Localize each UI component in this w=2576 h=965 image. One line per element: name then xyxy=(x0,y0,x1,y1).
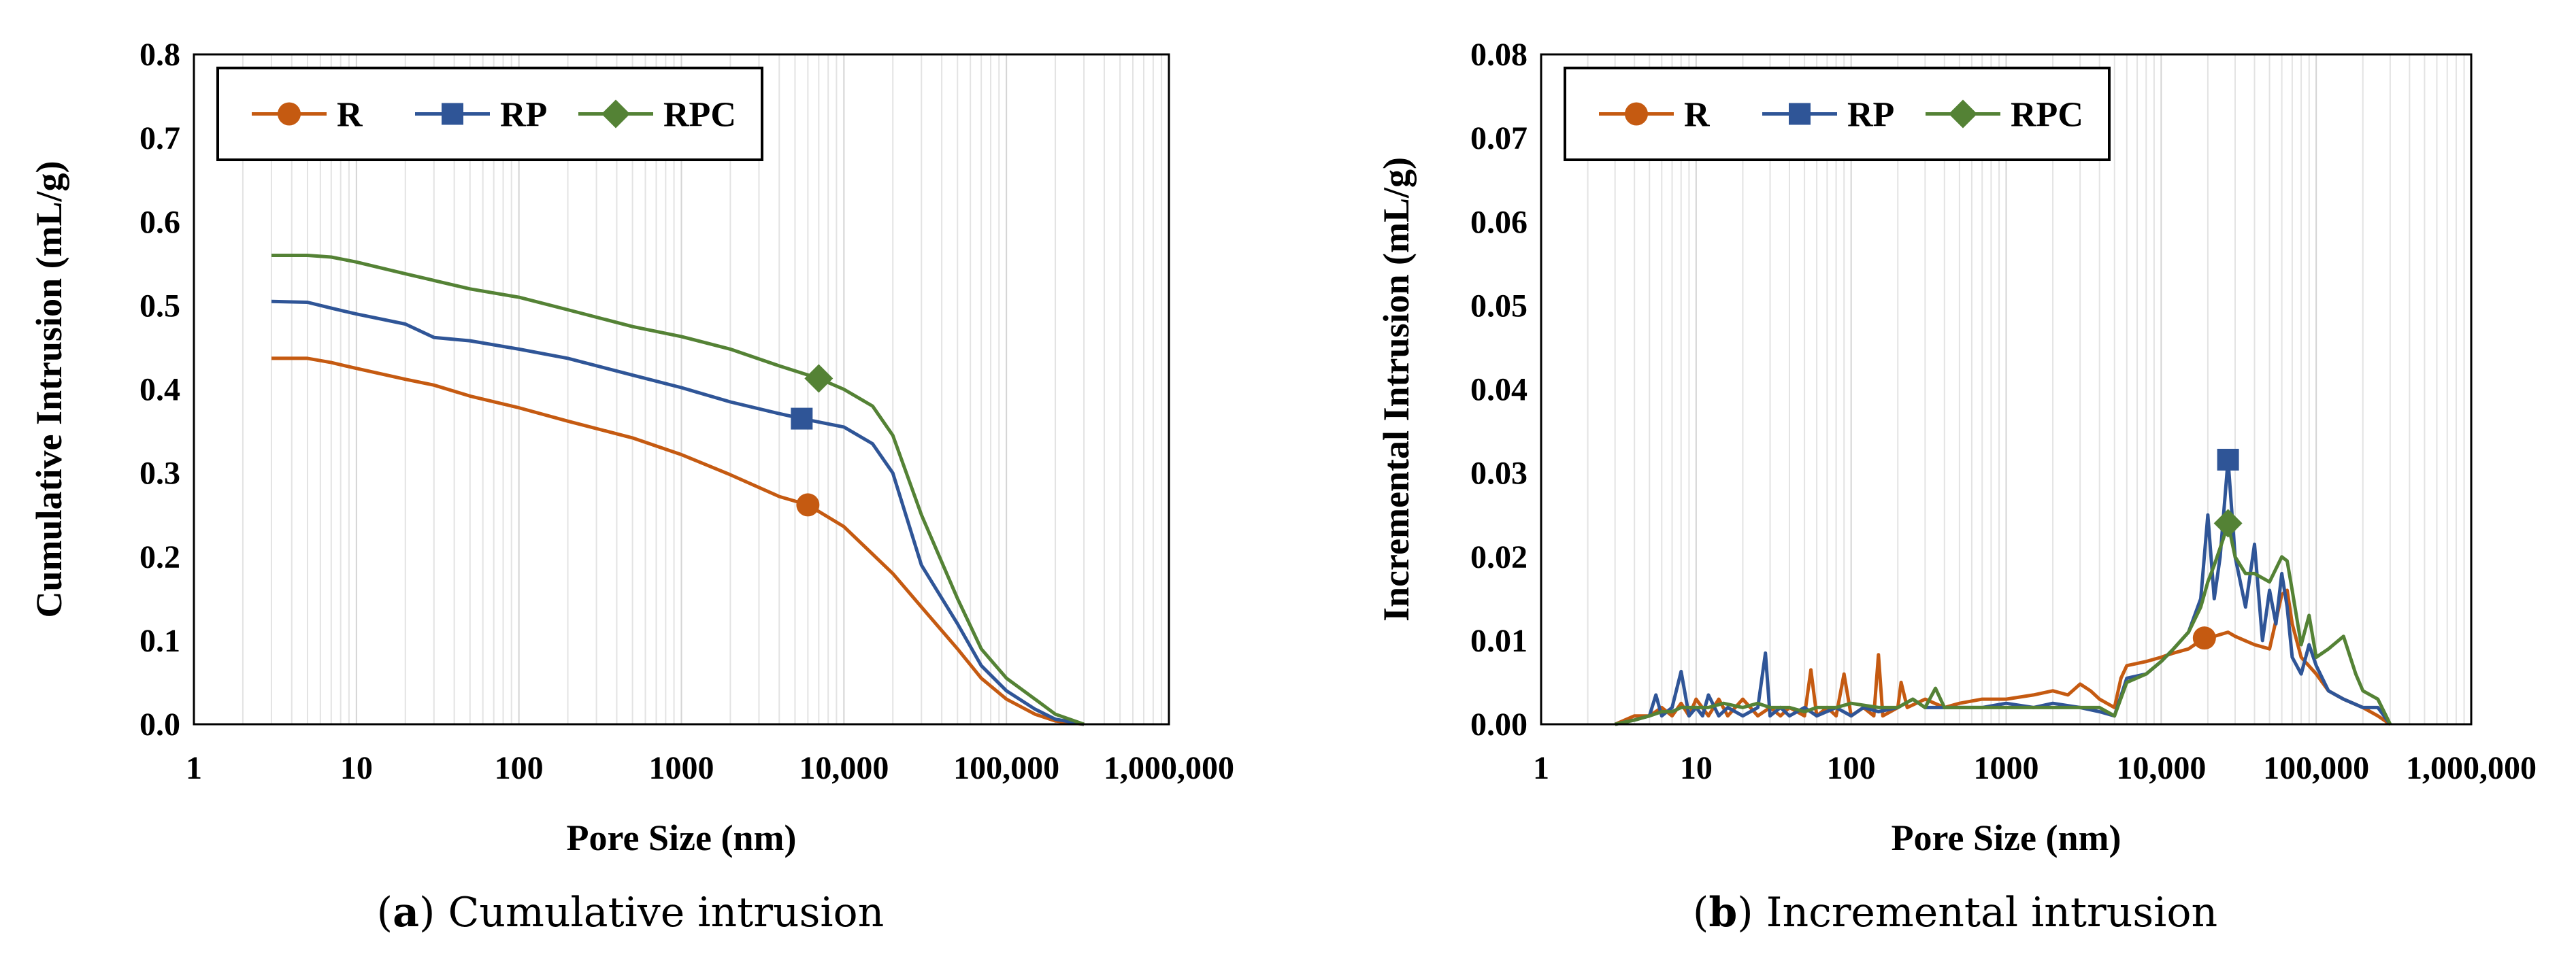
y-tick-label: 0.02 xyxy=(1470,539,1528,575)
x-tick-label: 1 xyxy=(186,750,202,786)
series-line-rp xyxy=(271,299,1085,726)
x-tick-label: 10 xyxy=(1680,750,1713,786)
legend-marker-r xyxy=(278,102,301,126)
tick-labels: 1 10 100 1000 10,000 100,000 1,000,000 0.00 0.01… xyxy=(1470,37,2537,786)
x-tick-label: 100 xyxy=(495,750,544,786)
x-tick-label: 1000 xyxy=(649,750,714,786)
legend-label-rpc: RPC xyxy=(663,96,736,135)
legend-marker-rp xyxy=(442,103,463,125)
data-series xyxy=(1614,448,2392,726)
series-marker-r xyxy=(2192,626,2216,650)
y-tick-label: 0.07 xyxy=(1470,120,1528,156)
legend-marker-rp xyxy=(1789,103,1811,125)
x-tick-label: 1 xyxy=(1533,750,1549,786)
caption-b-text: Incremental intrusion xyxy=(1766,889,2217,936)
caption-b-letter: b xyxy=(1708,889,1737,936)
series-line-rpc xyxy=(271,254,1085,726)
y-tick-label: 0.06 xyxy=(1470,204,1528,240)
y-tick-label: 0.5 xyxy=(139,288,180,324)
y-tick-label: 0.3 xyxy=(139,456,180,492)
y-axis-label: Incremental Intrusion (mL/g) xyxy=(1376,157,1417,622)
x-tick-label: 10,000 xyxy=(799,750,889,786)
legend-label-rp: RP xyxy=(500,96,547,135)
series-marker-r xyxy=(796,493,820,517)
legend-label-r: R xyxy=(337,96,363,135)
y-tick-label: 0.03 xyxy=(1470,456,1528,492)
legend-label-rpc: RPC xyxy=(2011,96,2083,135)
series-line-rpc xyxy=(1615,522,2392,726)
legend-label-r: R xyxy=(1684,96,1711,135)
x-tick-label: 1000 xyxy=(1974,750,2039,786)
plot-frame xyxy=(193,53,1170,726)
data-series xyxy=(271,254,1085,726)
legend: R RP RPC xyxy=(1564,67,2111,161)
y-tick-label: 0.08 xyxy=(1470,37,1528,73)
incremental-intrusion-chart: 1 10 100 1000 10,000 100,000 1,000,000 0.00 0.01… xyxy=(1376,37,2537,936)
legend-marker-rpc xyxy=(1949,99,1977,129)
y-tick-label: 0.1 xyxy=(139,623,180,659)
x-tick-label: 10 xyxy=(340,750,373,786)
caption-b: (b) Incremental intrusion xyxy=(1693,889,2217,936)
gridlines xyxy=(1540,54,2472,724)
series-line-rp xyxy=(1615,458,2392,726)
series-marker-rp xyxy=(791,407,813,430)
x-axis-label: Pore Size (nm) xyxy=(1892,817,2121,858)
plot-frame xyxy=(1540,53,2473,726)
x-tick-label: 1,000,000 xyxy=(1104,750,1234,786)
cumulative-intrusion-chart: 1 10 100 1000 10,000 100,000 1,000,000 0.0 0.1 0.… xyxy=(29,37,1234,936)
y-tick-label: 0.01 xyxy=(1470,623,1528,659)
legend-marker-r xyxy=(1625,102,1648,126)
legend-label-rp: RP xyxy=(1847,96,1894,135)
caption-a: (a) Cumulative intrusion xyxy=(377,889,885,936)
series-marker-rpc xyxy=(2213,509,2243,538)
legend-marker-rpc xyxy=(601,99,630,129)
caption-a-letter: a xyxy=(393,889,419,936)
series-line-r xyxy=(271,356,1085,726)
series-marker-rp xyxy=(2217,448,2239,471)
x-tick-label: 100,000 xyxy=(953,750,1059,786)
tick-labels: 1 10 100 1000 10,000 100,000 1,000,000 0.0 0.1 0.… xyxy=(139,37,1234,786)
y-axis-label: Cumulative Intrusion (mL/g) xyxy=(29,160,69,617)
y-tick-label: 0.6 xyxy=(139,204,180,240)
gridlines xyxy=(193,54,1170,724)
y-tick-label: 0.8 xyxy=(139,37,180,73)
caption-a-text: Cumulative intrusion xyxy=(448,889,884,936)
y-tick-label: 0.2 xyxy=(139,539,180,575)
x-axis-label: Pore Size (nm) xyxy=(567,817,797,858)
y-tick-label: 0.0 xyxy=(139,707,180,743)
series-marker-rpc xyxy=(804,364,833,393)
x-tick-label: 10,000 xyxy=(2116,750,2206,786)
x-tick-label: 1,000,000 xyxy=(2406,750,2537,786)
y-tick-label: 0.04 xyxy=(1470,372,1528,408)
y-tick-label: 0.7 xyxy=(139,120,180,156)
legend: R RP RPC xyxy=(216,67,763,161)
x-tick-label: 100,000 xyxy=(2263,750,2369,786)
y-tick-label: 0.05 xyxy=(1470,288,1528,324)
y-tick-label: 0.4 xyxy=(139,372,180,408)
x-tick-label: 100 xyxy=(1827,750,1876,786)
y-tick-label: 0.00 xyxy=(1470,707,1528,743)
